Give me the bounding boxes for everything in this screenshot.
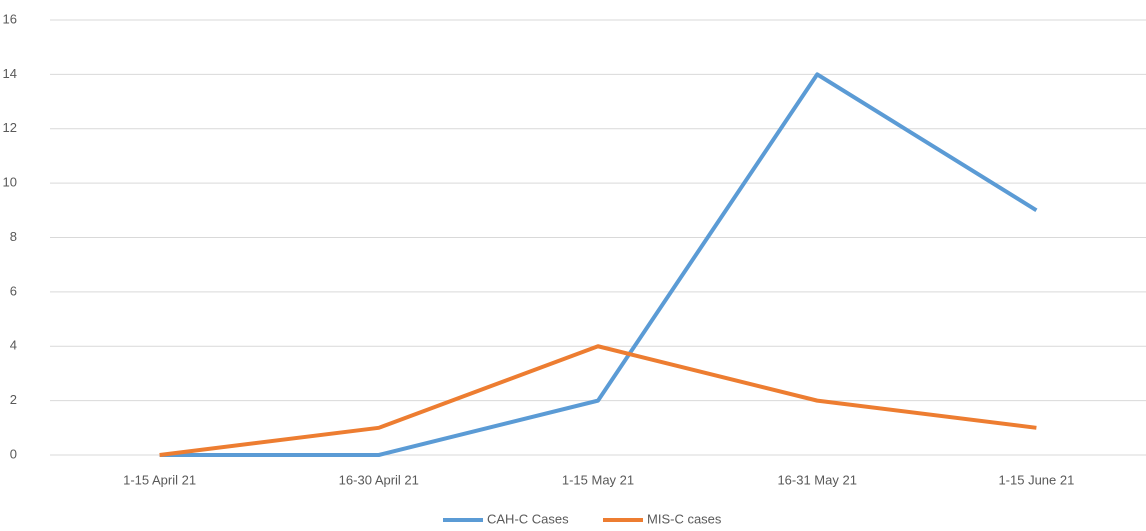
y-tick-label: 16 <box>3 11 17 26</box>
x-tick-label: 16-30 April 21 <box>339 472 419 487</box>
x-tick-label: 16-31 May 21 <box>777 472 857 487</box>
y-tick-label: 2 <box>10 392 17 407</box>
x-tick-label: 1-15 April 21 <box>123 472 196 487</box>
y-tick-label: 14 <box>3 66 17 81</box>
x-tick-label: 1-15 June 21 <box>998 472 1074 487</box>
y-tick-label: 6 <box>10 283 17 298</box>
y-tick-label: 4 <box>10 338 17 353</box>
x-tick-label: 1-15 May 21 <box>562 472 634 487</box>
y-tick-label: 10 <box>3 175 17 190</box>
y-tick-label: 8 <box>10 229 17 244</box>
legend-label: MIS-C cases <box>647 511 722 526</box>
y-tick-label: 0 <box>10 446 17 461</box>
series-line <box>159 344 1037 457</box>
y-tick-label: 12 <box>3 120 17 135</box>
series-line <box>159 72 1038 457</box>
legend-label: CAH-C Cases <box>487 511 569 526</box>
